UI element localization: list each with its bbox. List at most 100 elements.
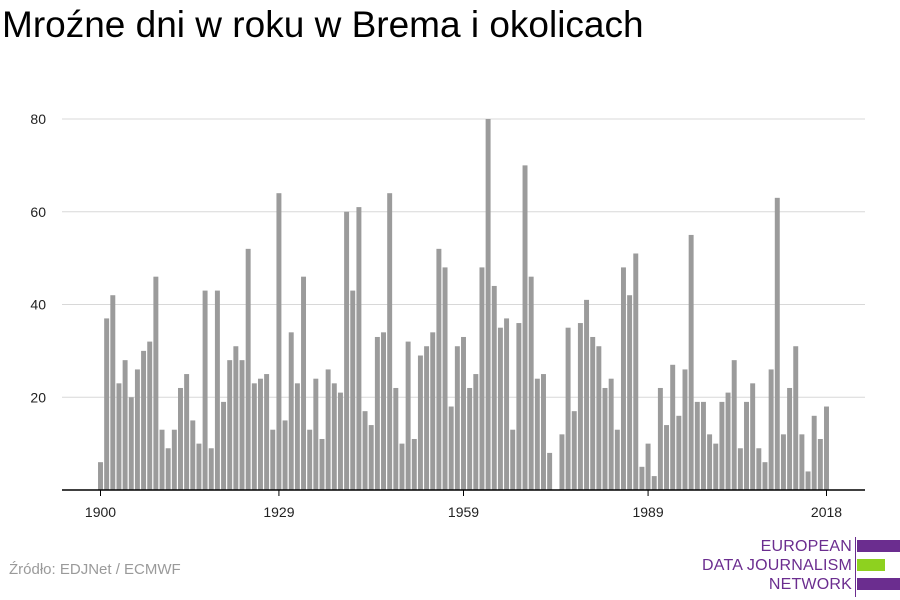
bar-2000 <box>713 443 719 490</box>
bar-1970 <box>528 276 534 490</box>
y-tick-label-20: 20 <box>30 389 46 405</box>
bar-1942 <box>356 207 362 491</box>
y-tick-label-80: 80 <box>30 111 46 127</box>
bar-1945 <box>374 336 380 490</box>
bar-1920 <box>221 401 227 490</box>
bar-1958 <box>454 346 460 490</box>
bar-1930 <box>282 420 288 490</box>
bar-1991 <box>657 387 663 490</box>
bar-1955 <box>436 248 442 490</box>
bar-1952 <box>417 355 423 490</box>
x-tick-label-1989: 1989 <box>632 504 663 520</box>
grid-lines <box>62 118 865 398</box>
bar-1907 <box>141 350 147 490</box>
bar-2003 <box>731 360 737 490</box>
logo-line-3: NETWORK <box>768 576 852 593</box>
bar-1953 <box>424 346 430 490</box>
bar-1915 <box>190 420 196 490</box>
bar-1981 <box>596 346 602 490</box>
bar-1982 <box>602 387 608 490</box>
bar-1923 <box>239 360 245 490</box>
bar-1989 <box>645 443 651 490</box>
y-tick-label-60: 60 <box>30 204 46 220</box>
bar-1985 <box>620 267 626 490</box>
bar-1959 <box>461 336 466 490</box>
bar-1917 <box>202 290 208 490</box>
tick-labels: 20 40 60 80 1900 1929 1959 1989 2018 <box>30 111 842 520</box>
bar-1904 <box>122 360 128 490</box>
bar-1933 <box>301 276 307 490</box>
logo-text: EUROPEAN DATA JOURNALISM NETWORK <box>702 537 852 594</box>
bar-1979 <box>584 299 590 490</box>
logo-line-2: DATA JOURNALISM <box>702 557 852 574</box>
bar-1926 <box>257 378 263 490</box>
bar-1995 <box>682 369 688 490</box>
bar-1934 <box>307 429 313 490</box>
bar-1905 <box>128 397 134 490</box>
bar-1913 <box>178 387 183 490</box>
bar-2006 <box>750 383 756 490</box>
bar-2009 <box>768 369 774 490</box>
bar-1988 <box>639 466 645 490</box>
bar-1906 <box>134 369 140 490</box>
bar-2012 <box>787 387 793 490</box>
bar-1950 <box>405 341 411 490</box>
bar-2004 <box>737 448 743 490</box>
bar-2018 <box>824 406 829 490</box>
bar-1908 <box>147 341 153 490</box>
bar-1912 <box>171 429 177 490</box>
bar-1990 <box>651 476 657 490</box>
bar-1963 <box>485 119 491 490</box>
bar-1948 <box>393 387 399 490</box>
bar-1965 <box>497 327 503 490</box>
logo-bar-3 <box>857 578 900 590</box>
bar-1939 <box>337 392 343 490</box>
bar-1973 <box>547 452 553 490</box>
bar-1956 <box>442 267 448 490</box>
x-tick-label-1900: 1900 <box>85 504 116 520</box>
bar-1925 <box>251 383 257 490</box>
bar-1902 <box>110 295 116 490</box>
bar-1936 <box>319 438 325 490</box>
logo-bar-2 <box>857 559 885 571</box>
chart-title: Mroźne dni w roku w Brema i okolicach <box>2 4 644 45</box>
bar-2014 <box>799 434 805 490</box>
bar-2008 <box>762 462 768 490</box>
bar-1937 <box>325 369 331 490</box>
bar-1957 <box>448 406 454 490</box>
bar-1980 <box>590 336 596 490</box>
bar-2002 <box>725 392 731 490</box>
bar-1918 <box>208 448 214 490</box>
bar-1999 <box>707 434 713 490</box>
bar-1994 <box>676 415 682 490</box>
edjnet-logo: EUROPEAN DATA JOURNALISM NETWORK <box>700 537 900 597</box>
bar-2007 <box>756 448 762 490</box>
bar-1977 <box>571 411 577 490</box>
x-tick-label-1959: 1959 <box>448 504 479 520</box>
bar-1949 <box>399 443 405 490</box>
bar-1966 <box>504 318 510 490</box>
axes <box>62 489 865 496</box>
bar-1954 <box>430 332 436 490</box>
bar-1976 <box>565 327 571 490</box>
bar-2011 <box>780 434 786 490</box>
bar-2016 <box>811 415 817 490</box>
bar-1972 <box>541 374 546 490</box>
bar-1967 <box>510 429 516 490</box>
bar-1916 <box>196 443 202 490</box>
bar-2010 <box>774 197 780 490</box>
bar-1903 <box>116 383 122 490</box>
bar-1947 <box>387 193 393 490</box>
bar-1996 <box>688 234 694 490</box>
bars <box>98 119 829 491</box>
bar-1943 <box>362 411 368 490</box>
bar-1997 <box>694 401 700 490</box>
bar-1919 <box>214 290 220 490</box>
bar-1978 <box>577 323 583 490</box>
bar-1931 <box>288 332 294 490</box>
bar-1992 <box>664 425 670 490</box>
x-tick-label-1929: 1929 <box>263 504 294 520</box>
x-tick-label-2018: 2018 <box>811 504 842 520</box>
source-note: Źródło: EDJNet / ECMWF <box>9 561 181 578</box>
